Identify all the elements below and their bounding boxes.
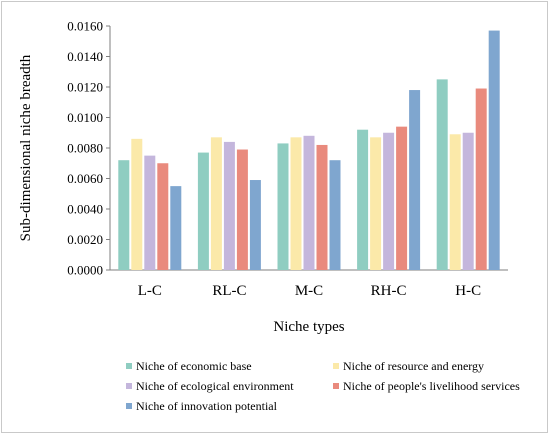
x-category-label: H-C [455, 283, 481, 299]
bar [118, 160, 130, 270]
bar [462, 132, 474, 270]
bar [383, 132, 395, 270]
y-tick-label: 0.0120 [67, 80, 103, 95]
legend-swatch [126, 403, 132, 409]
bar [316, 144, 328, 270]
bar [157, 163, 169, 270]
bar [131, 138, 143, 270]
bar [277, 143, 289, 270]
bar [197, 152, 209, 270]
labels: 0.0000 0.0020 0.0040 0.0060 0.0080 0.0100 0.01… [18, 19, 481, 336]
bar [290, 137, 302, 270]
legend-swatch [333, 383, 339, 389]
legend-label: Niche of innovation potential [136, 399, 278, 413]
legend: Niche of economic base Niche of resource … [126, 359, 520, 413]
legend-swatch [333, 363, 339, 369]
bar [357, 129, 369, 270]
y-tick-label: 0.0040 [67, 202, 103, 217]
legend-swatch [126, 363, 132, 369]
bar [396, 126, 408, 271]
bar [303, 135, 315, 270]
y-tick-label: 0.0020 [67, 232, 103, 247]
bar [223, 141, 235, 270]
bar [436, 79, 448, 270]
x-category-label: M-C [295, 283, 323, 299]
y-tick-label: 0.0140 [67, 49, 103, 64]
x-category-label: L-C [138, 283, 162, 299]
y-tick-label: 0.0000 [67, 263, 103, 278]
x-category-label: RL-C [212, 283, 246, 299]
bar [475, 88, 487, 271]
bar [370, 137, 382, 270]
y-tick-label: 0.0080 [67, 141, 103, 156]
y-tick-label: 0.0100 [67, 110, 103, 125]
legend-label: Niche of ecological environment [136, 379, 294, 393]
bar [488, 30, 500, 271]
legend-label: Niche of resource and energy [343, 359, 484, 373]
x-category-label: RH-C [371, 283, 407, 299]
legend-swatch [126, 383, 132, 389]
bar [236, 149, 248, 270]
bars [118, 30, 500, 271]
y-tick-label: 0.0060 [67, 171, 103, 186]
y-axis-title: Sub-dimensional niche breadth [18, 54, 34, 241]
bar [409, 90, 421, 270]
bar [449, 134, 461, 270]
bar [210, 137, 222, 270]
bar [144, 155, 156, 270]
bar [329, 160, 341, 270]
legend-label: Niche of economic base [136, 359, 252, 373]
y-tick-label: 0.0160 [67, 19, 103, 34]
x-axis-title: Niche types [273, 319, 344, 335]
bar [249, 180, 261, 270]
bar [170, 186, 182, 270]
legend-label: Niche of people's livelihood services [343, 379, 520, 393]
